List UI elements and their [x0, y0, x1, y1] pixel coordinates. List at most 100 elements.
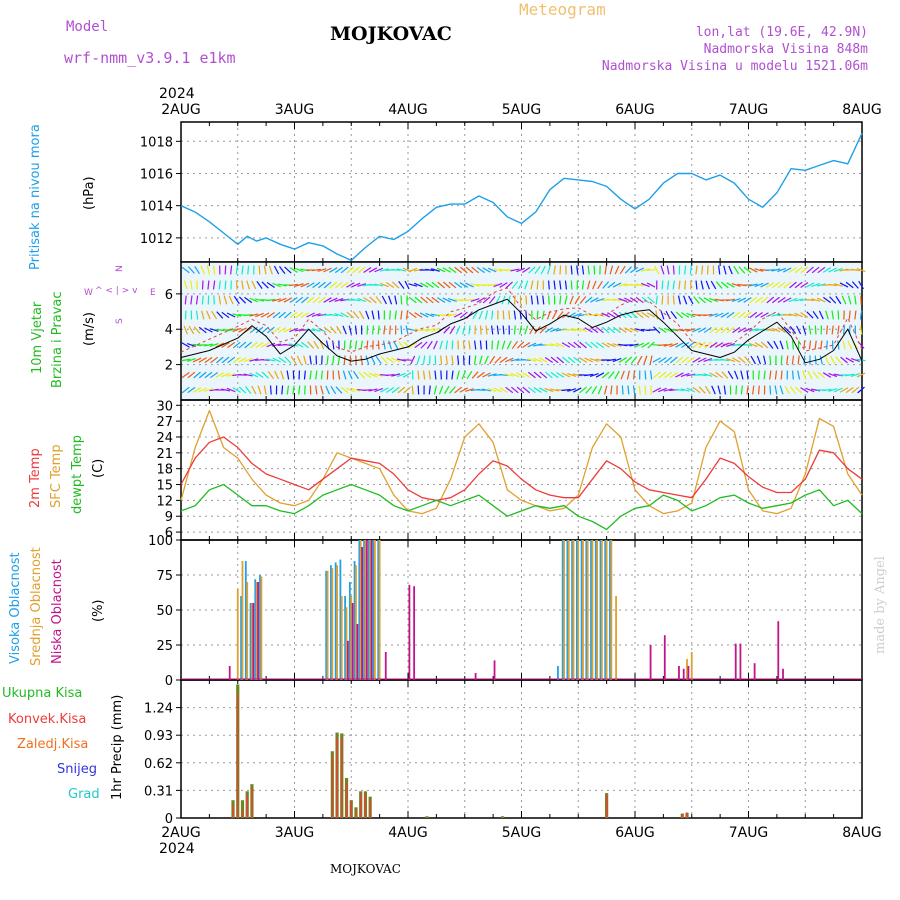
wind-arrow-icon [263, 385, 267, 395]
wind-arrow-icon [198, 326, 207, 334]
wind-arrow-icon [624, 266, 632, 274]
wind-arrow-icon [224, 280, 227, 290]
wind-arrow-icon [439, 340, 443, 350]
wind-arrow-icon [296, 355, 302, 365]
wind-arrow-icon [487, 267, 497, 273]
wind-arrow-icon [391, 373, 401, 377]
cloud-bar [575, 540, 578, 680]
wind-arrow-icon [569, 295, 574, 305]
wind-arrow-icon [220, 388, 230, 392]
wind-arrow-icon [533, 371, 542, 379]
wind-arrow-icon [754, 311, 763, 319]
wind-arrow-icon [695, 280, 698, 290]
precip-bar [241, 809, 244, 818]
wind-arrow-icon [249, 372, 259, 378]
wind-arrow-icon [544, 387, 554, 393]
cloud-bar [585, 540, 588, 680]
date-label-top: 6AUG [615, 102, 655, 118]
y-tick-label: 24 [156, 431, 173, 446]
wind-arrow-icon [841, 295, 847, 305]
wind-arrow-icon [652, 371, 661, 379]
wind-arrow-icon [803, 340, 806, 350]
wind-arrow-icon [232, 356, 241, 364]
y-tick-label: 1.24 [144, 702, 173, 717]
wind-arrow-icon [420, 341, 428, 349]
wind-arrow-icon [362, 389, 372, 391]
wind-arrow-icon [553, 265, 556, 275]
wind-arrow-icon [221, 356, 230, 364]
wind-arrow-icon [826, 340, 828, 350]
wind-arrow-icon [255, 312, 264, 318]
wind-arrow-icon [542, 295, 545, 305]
y-tick-label: 100 [148, 534, 173, 549]
wind-arrow-icon [462, 325, 466, 335]
wind-arrow-icon [584, 327, 593, 333]
wind-arrow-icon [620, 370, 625, 380]
wind-arrow-icon [380, 356, 388, 364]
wind-arrow-icon [737, 297, 747, 303]
wind-arrow-icon [352, 311, 360, 319]
wind-arrow-icon [365, 310, 370, 320]
date-label-bottom: 2AUG [161, 825, 201, 841]
wind-arrow-icon [187, 266, 195, 274]
cloud-bar [682, 668, 685, 680]
cloud-bar [236, 589, 239, 680]
wind-arrow-icon [396, 358, 406, 362]
wind-arrow-icon [657, 343, 667, 347]
wind-arrow-icon [272, 311, 281, 319]
wind-arrow-icon [224, 265, 227, 275]
wind-arrow-icon [663, 388, 673, 392]
wind-arrow-icon [371, 325, 375, 335]
wind-arrow-icon [414, 312, 423, 318]
wind-arrow-icon [488, 296, 496, 304]
wind-arrow-icon [693, 296, 700, 304]
wind-arrow-icon [800, 311, 809, 319]
wind-arrow-icon [366, 340, 369, 350]
wind-arrow-icon [627, 385, 630, 395]
wind-arrow-icon [243, 357, 253, 363]
wind-arrow-icon [303, 370, 306, 380]
wind-arrow-icon [744, 356, 751, 364]
wind-arrow-icon [342, 325, 347, 335]
wind-arrow-icon [289, 311, 298, 319]
wind-arrow-icon [680, 312, 690, 318]
wind-arrow-icon [686, 312, 696, 318]
wind-arrow-icon [295, 296, 304, 304]
wind-arrow-icon [294, 283, 304, 287]
wind-arrow-icon [430, 268, 440, 272]
wind-arrow-icon [556, 356, 565, 364]
wind-arrow-icon [385, 356, 395, 364]
wind-arrow-icon [433, 340, 438, 350]
wind-arrow-icon [379, 282, 389, 288]
wind-arrow-icon [510, 268, 520, 272]
wind-arrow-icon [448, 281, 457, 289]
wind-arrow-icon [602, 281, 610, 289]
y-tick-label: 27 [156, 415, 173, 430]
wind-arrow-icon [221, 311, 230, 319]
wind-arrow-icon [272, 326, 281, 334]
wind-arrow-icon [839, 387, 849, 393]
precip-bar [360, 793, 362, 818]
cloud-bar [413, 586, 416, 680]
wind-arrow-icon [769, 370, 772, 380]
wind-arrow-icon [590, 326, 599, 334]
cloud-bar [259, 575, 261, 680]
wind-arrow-icon [491, 325, 494, 335]
wind-arrow-icon [749, 296, 758, 304]
wind-arrow-icon [845, 373, 855, 377]
wind-arrow-icon [375, 296, 382, 304]
wind-arrow-icon [232, 313, 242, 317]
wind-arrow-icon [203, 343, 213, 347]
wind-arrow-icon [618, 283, 628, 287]
wind-arrow-icon [209, 342, 219, 348]
wind-arrow-icon [527, 386, 536, 394]
wind-arrow-icon [487, 387, 497, 393]
wind-arrow-icon [848, 310, 851, 320]
wind-arrow-icon [590, 297, 599, 303]
wind-arrow-icon [658, 387, 667, 393]
cloud-bar [351, 603, 354, 680]
wind-arrow-icon [595, 341, 605, 349]
wind-arrow-icon [780, 355, 783, 365]
wind-arrow-icon [388, 340, 393, 350]
